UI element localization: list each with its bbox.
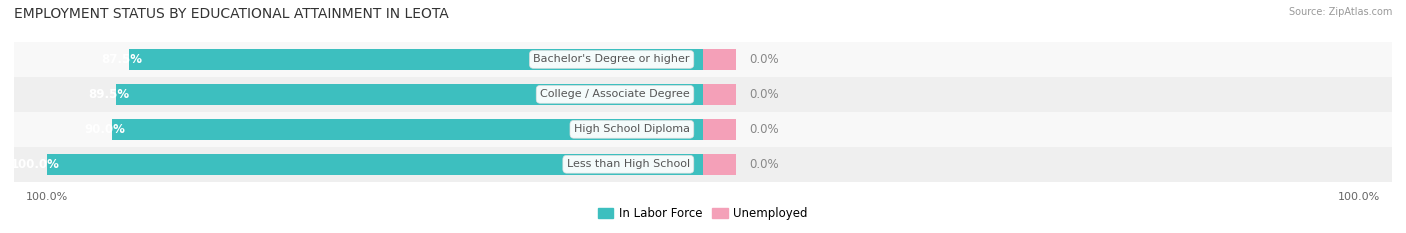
Bar xyxy=(703,147,1392,182)
Text: College / Associate Degree: College / Associate Degree xyxy=(540,89,690,99)
Bar xyxy=(14,77,703,112)
Bar xyxy=(14,147,703,182)
Text: 100.0%: 100.0% xyxy=(25,192,67,202)
Bar xyxy=(112,119,703,140)
Bar xyxy=(46,154,703,175)
Bar xyxy=(703,42,1392,77)
Text: 100.0%: 100.0% xyxy=(11,158,60,171)
Bar xyxy=(703,84,735,105)
Text: 0.0%: 0.0% xyxy=(749,123,779,136)
Text: 0.0%: 0.0% xyxy=(749,158,779,171)
Bar xyxy=(703,119,735,140)
Text: Less than High School: Less than High School xyxy=(567,159,690,169)
Bar xyxy=(703,154,735,175)
Text: 89.5%: 89.5% xyxy=(87,88,129,101)
Bar xyxy=(703,112,1392,147)
Text: 0.0%: 0.0% xyxy=(749,88,779,101)
Bar xyxy=(115,84,703,105)
Bar xyxy=(14,42,703,77)
Legend: In Labor Force, Unemployed: In Labor Force, Unemployed xyxy=(593,202,813,225)
Text: EMPLOYMENT STATUS BY EDUCATIONAL ATTAINMENT IN LEOTA: EMPLOYMENT STATUS BY EDUCATIONAL ATTAINM… xyxy=(14,7,449,21)
Text: 100.0%: 100.0% xyxy=(1339,192,1381,202)
Text: Source: ZipAtlas.com: Source: ZipAtlas.com xyxy=(1288,7,1392,17)
Text: High School Diploma: High School Diploma xyxy=(574,124,690,134)
Text: 90.0%: 90.0% xyxy=(84,123,125,136)
Bar xyxy=(14,112,703,147)
Text: 87.5%: 87.5% xyxy=(101,53,142,66)
Bar xyxy=(129,49,703,70)
Bar xyxy=(703,77,1392,112)
Bar xyxy=(703,49,735,70)
Text: Bachelor's Degree or higher: Bachelor's Degree or higher xyxy=(533,55,690,64)
Text: 0.0%: 0.0% xyxy=(749,53,779,66)
